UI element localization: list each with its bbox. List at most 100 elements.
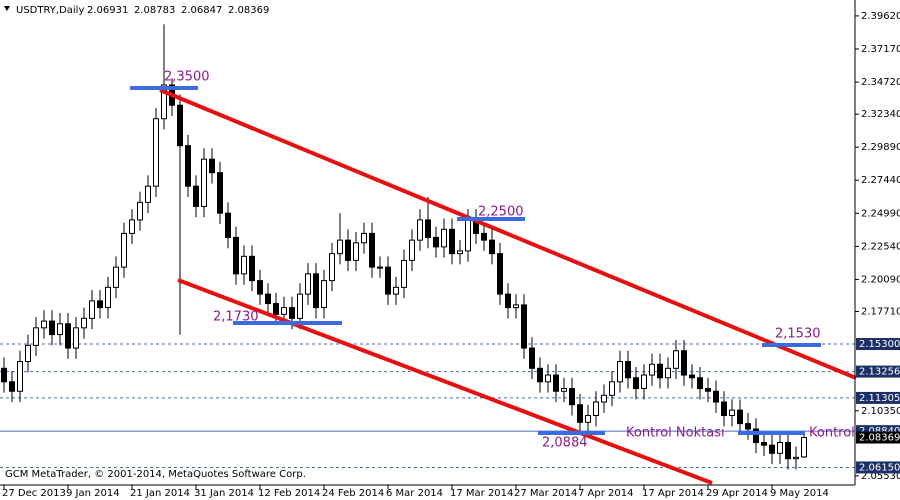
candle-body bbox=[305, 273, 311, 295]
annotation: Kontrol bbox=[809, 426, 855, 441]
candle-body bbox=[601, 394, 607, 403]
level-label: 2.11305 bbox=[859, 393, 900, 404]
annotation: Kontrol Noktası bbox=[626, 426, 725, 441]
candle-body bbox=[113, 266, 119, 288]
y-tick-label: 2.24990 bbox=[861, 208, 900, 219]
candle-body bbox=[161, 84, 167, 120]
candle-body bbox=[697, 377, 703, 390]
candle-body bbox=[1, 367, 7, 383]
candle-body bbox=[281, 307, 287, 315]
candle-body bbox=[145, 185, 151, 203]
candle-body bbox=[17, 361, 23, 392]
candle-body bbox=[233, 236, 239, 275]
candle-body bbox=[57, 323, 63, 336]
x-tick-label: 24 Feb 2014 bbox=[322, 488, 384, 499]
candle-body bbox=[433, 236, 439, 248]
annotation: 2,2500 bbox=[478, 205, 524, 220]
candle-body bbox=[137, 201, 143, 221]
candle-body bbox=[345, 239, 351, 261]
y-tick-label: 2.10350 bbox=[861, 406, 900, 417]
x-tick-label: 29 Apr 2014 bbox=[706, 488, 768, 499]
candle-body bbox=[73, 327, 79, 349]
candle-body bbox=[257, 280, 263, 295]
level-label: 2.13256 bbox=[859, 367, 900, 378]
candle-body bbox=[337, 239, 343, 255]
candle-body bbox=[353, 242, 359, 261]
candle-body bbox=[273, 303, 279, 315]
x-tick-label: 21 Jan 2014 bbox=[130, 488, 190, 499]
level-label-box bbox=[856, 461, 900, 474]
y-tick-label: 2.32340 bbox=[861, 109, 900, 120]
header-close: 2.08369 bbox=[228, 5, 269, 16]
candle-body bbox=[41, 320, 47, 329]
candle-body bbox=[409, 239, 415, 261]
candle-body bbox=[185, 145, 191, 187]
candle-body bbox=[33, 327, 39, 346]
candle-body bbox=[369, 232, 375, 268]
plot-area bbox=[0, 24, 855, 470]
level-label-box bbox=[856, 338, 900, 351]
candle-body bbox=[201, 158, 207, 207]
candle-body bbox=[769, 444, 775, 454]
candle-body bbox=[529, 347, 535, 369]
candle-body bbox=[65, 323, 71, 349]
candle-body bbox=[393, 286, 399, 295]
candle-body bbox=[329, 253, 335, 282]
candle-body bbox=[585, 415, 591, 423]
candle-body bbox=[649, 363, 655, 376]
candle-body bbox=[217, 172, 223, 214]
header-low: 2.06847 bbox=[181, 5, 222, 16]
price-tag-box bbox=[856, 431, 900, 444]
candle-body bbox=[657, 363, 663, 379]
candle-body bbox=[241, 255, 247, 275]
candle-body bbox=[673, 350, 679, 369]
candle-body bbox=[721, 401, 727, 417]
header-open: 2.06931 bbox=[87, 5, 128, 16]
y-tick-label: 2.29890 bbox=[861, 142, 900, 153]
annotation: 2,1530 bbox=[775, 327, 821, 342]
candle-body bbox=[361, 232, 367, 244]
candle-body bbox=[729, 409, 735, 417]
candle-body bbox=[209, 158, 215, 174]
candle-body bbox=[465, 219, 471, 252]
candle-body bbox=[609, 381, 615, 396]
candle-body bbox=[417, 219, 423, 241]
candle-body bbox=[689, 374, 695, 379]
level-label-box bbox=[856, 391, 900, 404]
x-tick-label: 6 Mar 2014 bbox=[386, 488, 443, 499]
header-icon bbox=[4, 6, 10, 11]
candle-body bbox=[481, 232, 487, 241]
channel-line bbox=[159, 88, 857, 380]
candle-body bbox=[737, 409, 743, 425]
level-label-box bbox=[856, 365, 900, 378]
annotation: 2,1730 bbox=[213, 310, 259, 325]
annotation: 2,0884 bbox=[542, 436, 588, 451]
level-label: 2.15300 bbox=[859, 339, 900, 350]
candle-body bbox=[801, 437, 807, 458]
candle-body bbox=[457, 250, 463, 255]
candle-body bbox=[297, 293, 303, 319]
candle-body bbox=[401, 259, 407, 288]
y-tick-label: 2.37170 bbox=[861, 44, 900, 55]
x-tick-label: 27 Mar 2014 bbox=[514, 488, 577, 499]
candle-body bbox=[753, 428, 759, 444]
candle-body bbox=[193, 185, 199, 207]
candle-body bbox=[225, 212, 231, 238]
candle-body bbox=[385, 266, 391, 295]
candle-body bbox=[497, 253, 503, 295]
candle-body bbox=[561, 388, 567, 392]
y-tick-label: 2.27440 bbox=[861, 175, 900, 186]
candle-body bbox=[505, 293, 511, 309]
candle-body bbox=[665, 367, 671, 379]
level-label: 2.06150 bbox=[859, 462, 900, 473]
candle-body bbox=[513, 304, 519, 309]
candle-body bbox=[313, 273, 319, 309]
x-tick-label: 9 Jan 2014 bbox=[66, 488, 120, 499]
candle-body bbox=[641, 374, 647, 390]
header-high: 2.08783 bbox=[134, 5, 175, 16]
annotation: 2,3500 bbox=[164, 70, 210, 85]
candle-body bbox=[105, 286, 111, 309]
chart-title: USDTRY,Daily bbox=[16, 5, 84, 16]
candle-body bbox=[785, 442, 791, 460]
